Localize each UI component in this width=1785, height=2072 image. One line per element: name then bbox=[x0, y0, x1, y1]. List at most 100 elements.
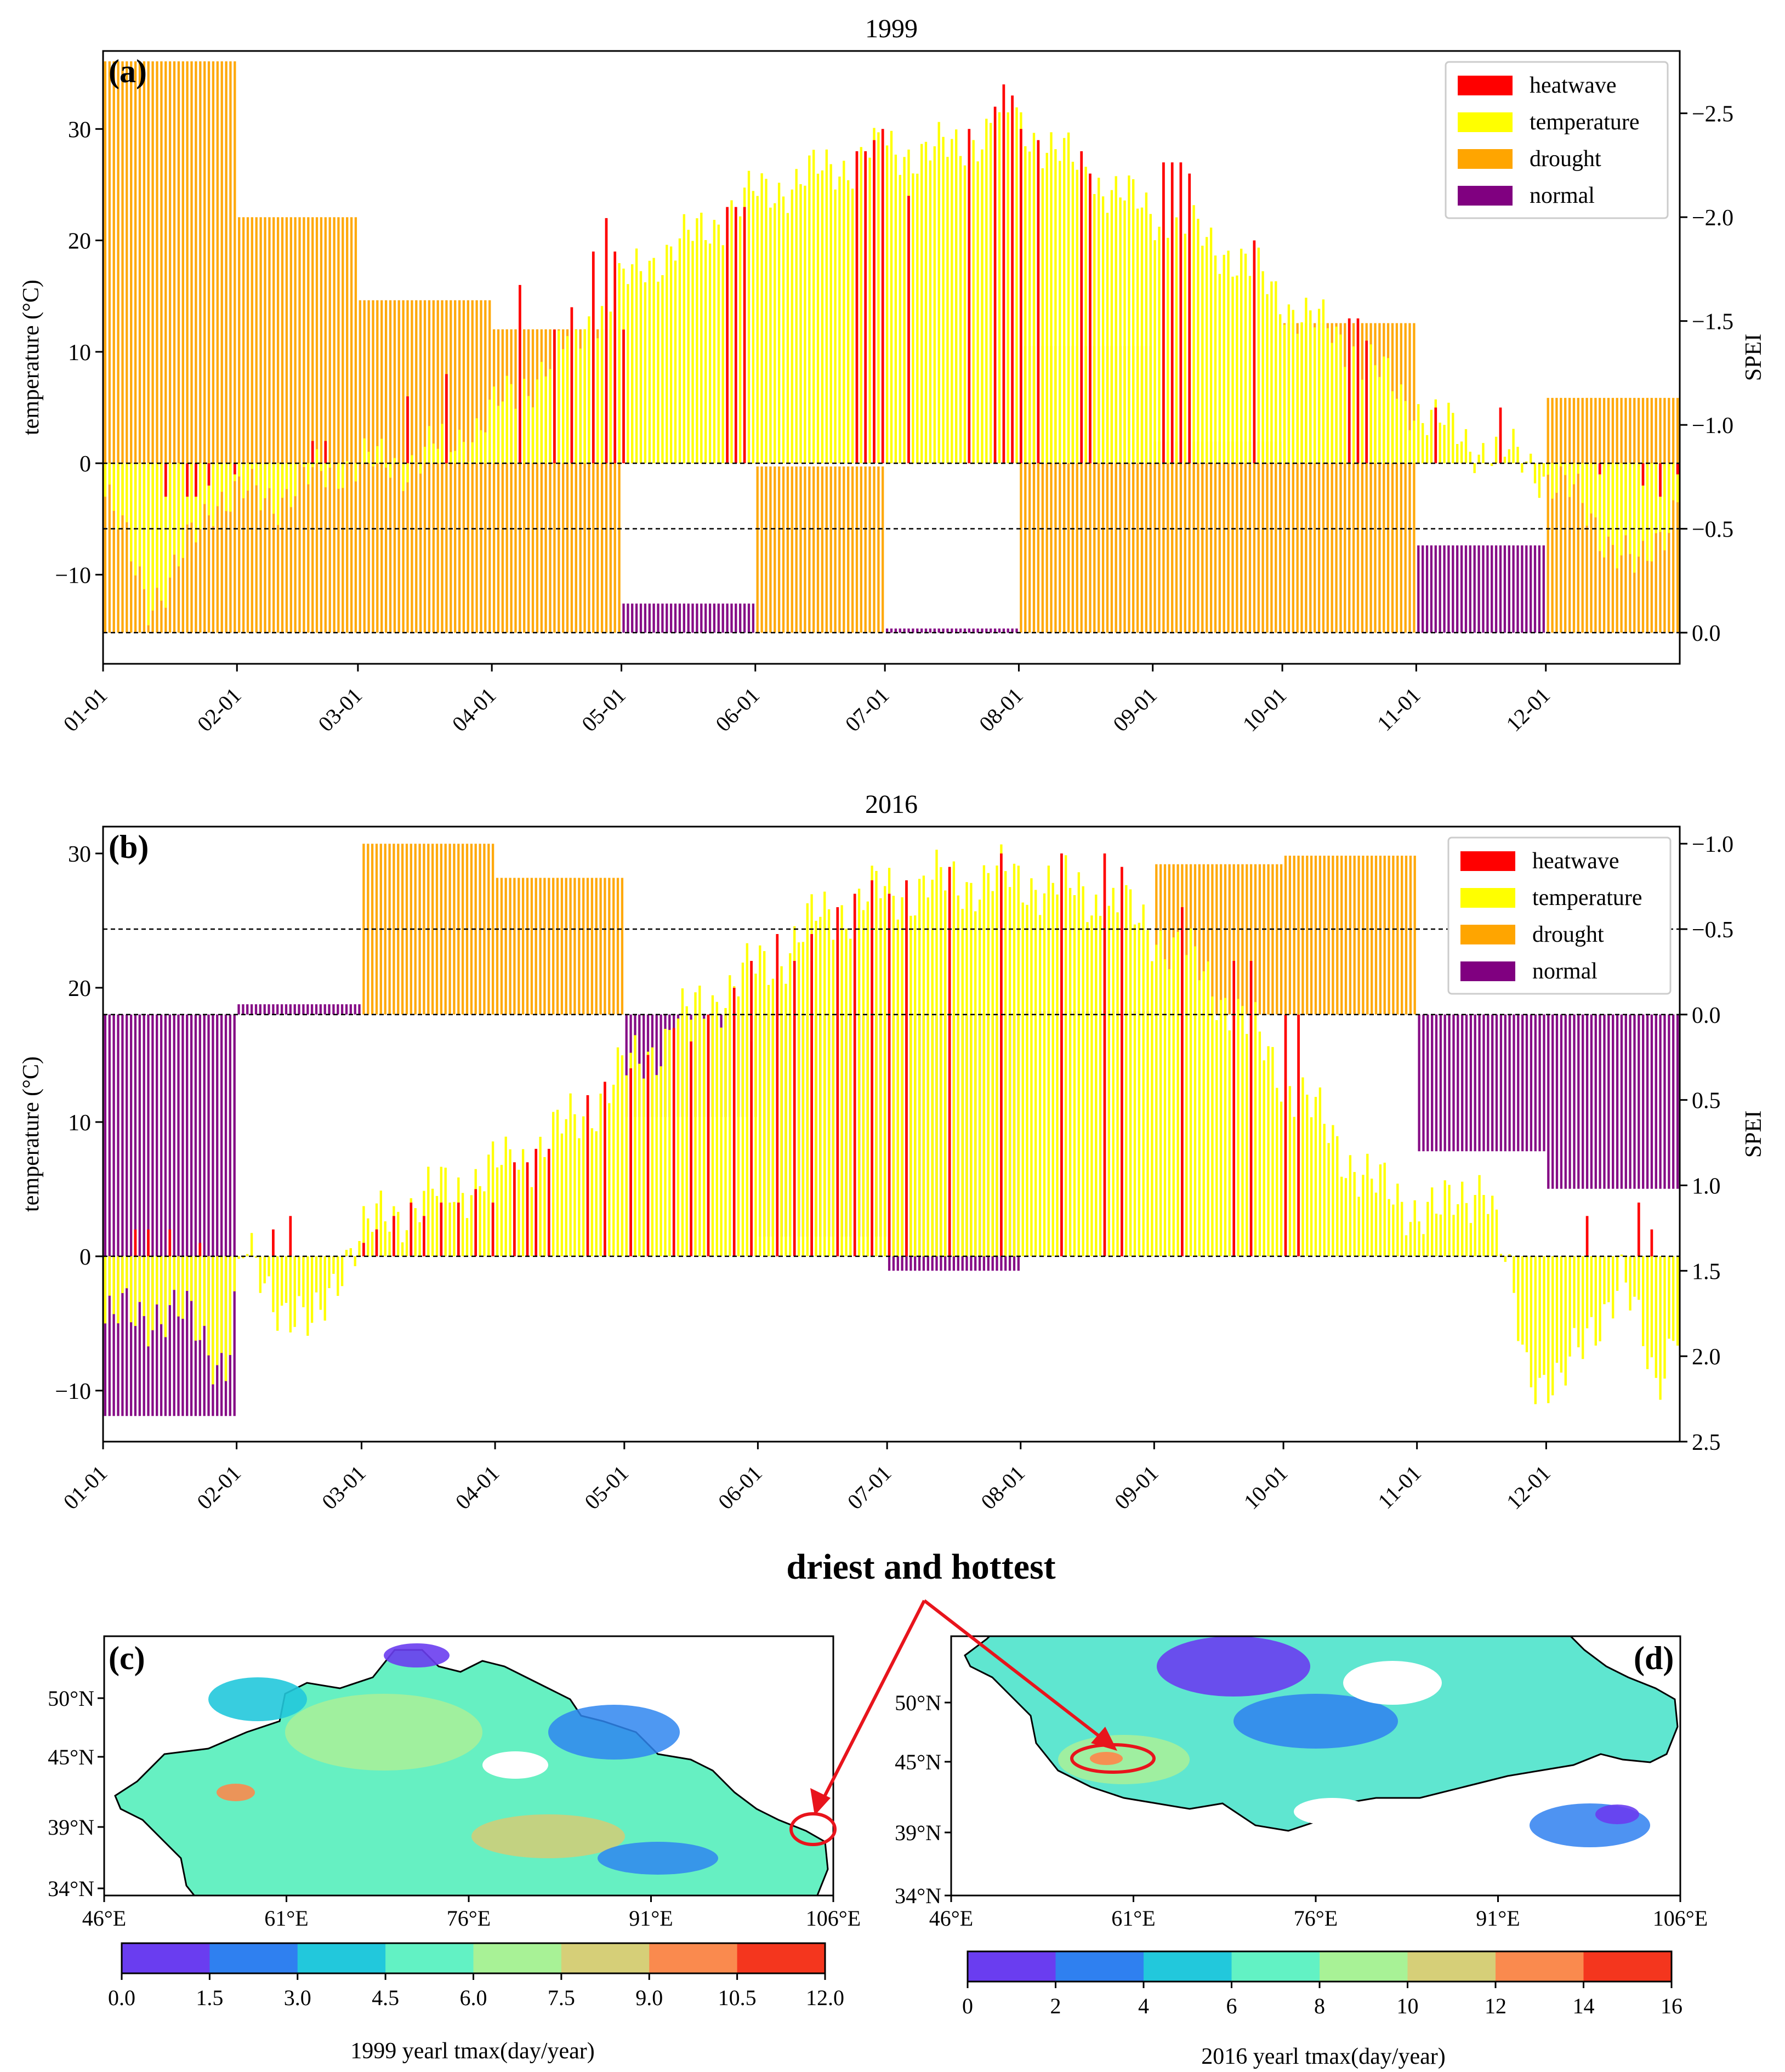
figure-suptitle: driest and hottest bbox=[786, 1547, 1055, 1587]
colorbar-segment bbox=[968, 1951, 1056, 1982]
y2-tick-label: −2.0 bbox=[1692, 206, 1733, 231]
x-tick-label: 09-01 bbox=[1108, 683, 1162, 737]
spei-month-11-01 bbox=[1418, 1014, 1545, 1152]
spei-month-02-01 bbox=[237, 1004, 361, 1015]
heatwave-bars bbox=[164, 84, 1679, 497]
x-tick-label: 11-01 bbox=[1372, 683, 1425, 736]
panel-c-map bbox=[114, 1643, 829, 1895]
legend-swatch-drought bbox=[1460, 925, 1515, 944]
colorbar-segment bbox=[1144, 1951, 1232, 1982]
colorbar-tick-label: 7.5 bbox=[548, 1985, 575, 2010]
legend-label-drought: drought bbox=[1532, 922, 1604, 947]
x-tick-label: 03-01 bbox=[317, 1461, 371, 1515]
colorbar-segment bbox=[649, 1943, 738, 1973]
x-tick-label: 01-01 bbox=[59, 683, 112, 737]
colorbar-tick-label: 12 bbox=[1485, 1994, 1507, 2018]
panel-a-label: (a) bbox=[109, 53, 147, 89]
panel-c-patch-orange bbox=[217, 1784, 255, 1801]
map-x-tick-label: 46°E bbox=[82, 1906, 126, 1931]
colorbar-segment bbox=[1231, 1951, 1320, 1982]
panel-a-ylabel: temperature (°C) bbox=[19, 280, 44, 435]
colorbar-tick-label: 4 bbox=[1138, 1994, 1149, 2018]
legend-swatch-drought bbox=[1458, 149, 1513, 169]
map-x-tick-label: 61°E bbox=[264, 1906, 308, 1931]
y2-tick-label: 0.0 bbox=[1692, 621, 1721, 646]
y-tick-label: 10 bbox=[68, 1111, 91, 1136]
legend-swatch-temperature bbox=[1460, 888, 1515, 908]
panel-d-patch-white-south bbox=[1294, 1798, 1371, 1825]
spei-month-04-01 bbox=[496, 878, 624, 1015]
y-tick-label: 20 bbox=[68, 976, 91, 1001]
legend-label-drought: drought bbox=[1530, 146, 1601, 172]
y2-tick-label: −1.0 bbox=[1692, 413, 1733, 439]
x-tick-label: 05-01 bbox=[579, 1461, 633, 1515]
colorbar-tick-label: 12.0 bbox=[806, 1985, 844, 2010]
panel-d-colorbar-label: 2016 yearl tmax(day/year) bbox=[1201, 2044, 1445, 2069]
panel-c-patch-blue-west bbox=[208, 1677, 307, 1721]
x-tick-label: 06-01 bbox=[713, 1461, 767, 1515]
panel-a-title: 1999 bbox=[865, 14, 918, 43]
panel-b-title: 2016 bbox=[865, 790, 918, 819]
x-tick-label: 10-01 bbox=[1239, 1461, 1293, 1515]
panel-b-frame bbox=[102, 826, 1681, 1443]
map-y-tick-label: 45°N bbox=[895, 1750, 941, 1774]
spei-month-06-01 bbox=[756, 466, 884, 633]
map-y-tick-label: 34°N bbox=[48, 1876, 94, 1901]
y2-tick-label: 0.5 bbox=[1692, 1089, 1721, 1114]
panel-c-patch-blue-south bbox=[598, 1842, 718, 1875]
legend-swatch-temperature bbox=[1458, 112, 1513, 132]
x-tick-label: 08-01 bbox=[976, 1461, 1030, 1515]
panel-a-frame bbox=[102, 50, 1681, 665]
x-tick-label: 12-01 bbox=[1502, 1461, 1555, 1515]
colorbar-segment bbox=[473, 1943, 562, 1973]
map-y-tick-label: 34°N bbox=[895, 1883, 941, 1908]
panel-d-patch-blue-east bbox=[1233, 1694, 1398, 1749]
legend-box bbox=[1445, 61, 1669, 219]
y2-tick-label: 1.0 bbox=[1692, 1174, 1721, 1199]
colorbar-tick-label: 0.0 bbox=[108, 1985, 135, 2010]
map-y-tick-label: 50°N bbox=[895, 1690, 941, 1715]
y2-tick-label: 1.5 bbox=[1692, 1259, 1721, 1284]
panel-c: (c) 46°E 61°E 76°E 91°E 106°E 34°N 39°N 45°N 50… bbox=[48, 1635, 861, 2064]
panel-c-colorbar-label: 1999 yearl tmax(day/year) bbox=[350, 2039, 594, 2064]
y-tick-label: −10 bbox=[55, 1379, 91, 1404]
colorbar-segment bbox=[1320, 1951, 1408, 1982]
temperature-bars bbox=[104, 92, 1679, 625]
panel-b: 2016 −10 0 10 20 30 −1.0 −0.5 0.0 0.5 1.0 1.5 2.0 2… bbox=[19, 790, 1766, 1514]
map-x-tick-label: 76°E bbox=[1294, 1906, 1338, 1931]
colorbar-segment bbox=[1055, 1951, 1144, 1982]
colorbar-tick-label: 10 bbox=[1397, 1994, 1419, 2018]
panel-c-x-axis: 46°E 61°E 76°E 91°E 106°E bbox=[82, 1895, 861, 1931]
legend-swatch-heatwave bbox=[1460, 851, 1515, 871]
panel-d-y-axis: 34°N 39°N 45°N 50°N bbox=[895, 1690, 951, 1908]
colorbar-tick-label: 14 bbox=[1573, 1994, 1595, 2018]
spei-month-11-01 bbox=[1417, 545, 1545, 633]
colorbar-tick-label: 4.5 bbox=[372, 1985, 399, 2010]
colorbar-segment bbox=[1407, 1951, 1496, 1982]
panel-d-patch-green bbox=[1058, 1735, 1190, 1784]
legend-swatch-normal bbox=[1458, 186, 1513, 206]
legend-label-temperature: temperature bbox=[1532, 885, 1642, 910]
map-y-tick-label: 50°N bbox=[48, 1686, 94, 1711]
panel-d-map bbox=[964, 1636, 1679, 1847]
spei-month-12-01 bbox=[1547, 1014, 1679, 1189]
map-x-tick-label: 46°E bbox=[929, 1906, 973, 1931]
y2-tick-label: −0.5 bbox=[1692, 918, 1733, 943]
panel-c-patch-purple-north bbox=[384, 1643, 450, 1667]
y-tick-label: 30 bbox=[68, 117, 91, 143]
panel-d: (d) 46°E 61°E 76°E 91°E 106°E 34°N 39°N 45°N 50… bbox=[895, 1635, 1708, 2069]
panel-b-ylabel: temperature (°C) bbox=[19, 1056, 44, 1212]
x-tick-label: 03-01 bbox=[313, 683, 367, 737]
colorbar-segment bbox=[561, 1943, 650, 1973]
spei-month-06-01 bbox=[759, 1014, 886, 1237]
map-y-tick-label: 39°N bbox=[895, 1820, 941, 1845]
y2-tick-label: −1.5 bbox=[1692, 310, 1733, 335]
colorbar-segment bbox=[1496, 1951, 1584, 1982]
panel-c-label: (c) bbox=[109, 1640, 145, 1676]
panel-c-patch-white bbox=[482, 1751, 548, 1779]
colorbar-segment bbox=[1583, 1951, 1672, 1982]
colorbar-segment bbox=[737, 1943, 826, 1973]
spei-month-03-01 bbox=[359, 300, 491, 633]
panel-a-legend: heatwave temperature drought normal bbox=[1445, 61, 1669, 219]
